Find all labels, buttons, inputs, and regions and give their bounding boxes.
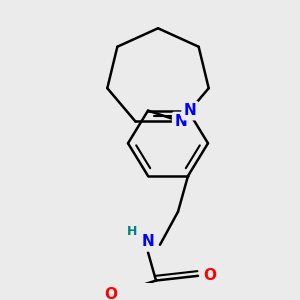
Text: N: N — [142, 234, 154, 249]
Text: N: N — [184, 103, 196, 118]
Text: N: N — [174, 114, 187, 129]
Text: O: O — [104, 287, 118, 300]
Text: O: O — [203, 268, 217, 283]
Text: H: H — [127, 225, 137, 238]
